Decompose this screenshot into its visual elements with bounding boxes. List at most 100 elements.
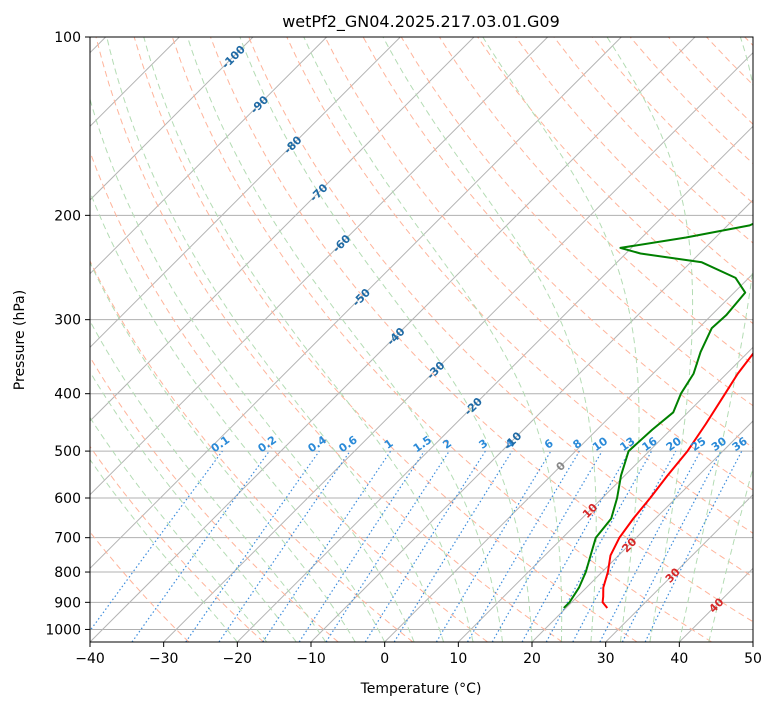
- isotherm-line: [90, 37, 696, 642]
- y-tick-label: 200: [54, 208, 81, 224]
- moist-adiabat: [90, 458, 238, 642]
- isotherm-line: [163, 51, 753, 642]
- mixing-ratio-line: [185, 450, 320, 642]
- moist-adiabat: [90, 320, 327, 642]
- mixing-ratio-line: [262, 450, 392, 642]
- moist-adiabat: [187, 37, 503, 642]
- y-tick-label: 1000: [45, 622, 81, 638]
- y-tick-label: 500: [54, 444, 81, 460]
- mixing-ratio-line: [393, 450, 513, 642]
- dry-adiabat: [515, 37, 753, 284]
- y-tick-label: 300: [54, 313, 81, 329]
- mixing-ratio-label: 6: [542, 437, 556, 452]
- moist-adiabat: [708, 465, 753, 642]
- mixing-ratio-line: [521, 450, 631, 642]
- isotherm-lines: [90, 37, 753, 642]
- x-tick-label: 10: [449, 651, 467, 667]
- dry-adiabat: [706, 37, 753, 86]
- x-axis-label: Temperature (°C): [360, 681, 482, 697]
- y-tick-label: 900: [54, 595, 81, 611]
- x-tick-label: −30: [149, 651, 179, 667]
- isotherm-line: [752, 641, 753, 642]
- moist-adiabat: [606, 37, 694, 642]
- temperature-profile: [601, 352, 753, 609]
- x-tick-label: 30: [597, 651, 615, 667]
- y-axis-ticks: 100 200 300 400 500 600 700 800 900 1000: [45, 30, 90, 638]
- moist-adiabat: [90, 416, 268, 642]
- isotherm-line: [90, 37, 401, 349]
- y-tick-label: 700: [54, 531, 81, 547]
- moist-adiabat: [482, 37, 640, 642]
- moist-adiabat-lines: [90, 37, 753, 642]
- mixing-ratio-line: [131, 450, 270, 642]
- isotherm-line: [384, 272, 753, 642]
- y-tick-label: 800: [54, 565, 81, 581]
- x-tick-label: 0: [380, 651, 389, 667]
- y-tick-label: 100: [54, 30, 81, 46]
- moist-adiabat: [90, 261, 356, 642]
- pressure-gridlines: [90, 37, 753, 630]
- mixing-ratio-label: 0.1: [209, 433, 232, 455]
- dry-adiabat: [286, 37, 753, 534]
- isotherm-line: [90, 37, 254, 201]
- dry-adiabat: [324, 37, 753, 491]
- y-tick-label: 400: [54, 387, 81, 403]
- isotherm-line: [236, 125, 753, 642]
- mixing-ratio-label: 1.5: [411, 433, 434, 455]
- mixing-ratio-line: [298, 450, 425, 642]
- x-tick-label: 20: [523, 651, 541, 667]
- moist-adiabat: [678, 37, 753, 642]
- y-axis-label: Pressure (hPa): [12, 290, 28, 390]
- chart-title: wetPf2_GN04.2025.217.03.01.G09: [282, 12, 560, 32]
- dry-adiabat: [668, 37, 753, 125]
- mixing-ratio-label: 2: [440, 437, 454, 452]
- isotherm-line: [457, 346, 753, 642]
- dry-adiabat: [248, 37, 753, 578]
- mixing-ratio-line: [466, 450, 580, 642]
- dry-adiabat: [553, 37, 753, 244]
- mixing-ratio-line: [325, 450, 450, 642]
- isotherm-line: [90, 37, 328, 275]
- plot-area: 0.1 0.2 0.4 0.6 1 1.5 2 3 4 6 8 10 13 16 20 25 30 36-100-…: [90, 37, 753, 642]
- dry-adiabat: [591, 37, 753, 204]
- isotherm-line: [90, 37, 549, 496]
- mixing-ratio-line: [90, 450, 223, 632]
- x-tick-label: −10: [296, 651, 326, 667]
- x-axis-ticks: −40 −30 −20 −10 0 10 20 30 40 50: [75, 642, 762, 667]
- dry-adiabat: [744, 37, 753, 47]
- dry-adiabat: [90, 356, 339, 642]
- mixing-ratio-line: [572, 450, 677, 642]
- mixing-ratio-line: [644, 450, 743, 642]
- x-tick-label: 50: [744, 651, 762, 667]
- moist-adiabat: [239, 37, 533, 642]
- moist-adiabat: [106, 37, 445, 642]
- mixing-ratio-line: [364, 450, 486, 642]
- x-tick-label: 40: [670, 651, 688, 667]
- dewpoint-profile: [563, 222, 753, 609]
- dry-adiabat: [95, 37, 563, 642]
- x-tick-label: −40: [75, 651, 105, 667]
- plot-frame: [89, 36, 754, 643]
- dry-adiabat: [210, 37, 753, 623]
- dry-adiabat-lines: [90, 37, 753, 642]
- dry-adiabat: [171, 37, 712, 642]
- mixing-ratio-label: 0.4: [306, 433, 330, 455]
- dry-adiabat: [90, 445, 264, 642]
- dry-adiabat: [133, 37, 638, 642]
- moist-adiabat: [90, 97, 415, 642]
- moist-adiabat: [303, 37, 563, 642]
- isotherm-line: [678, 567, 753, 642]
- isotherm-line: [90, 37, 622, 570]
- mixing-ratio-label: 0.6: [336, 433, 360, 455]
- isotherm-line: [531, 420, 753, 642]
- profile-series: [563, 222, 753, 609]
- x-tick-label: −20: [223, 651, 253, 667]
- y-tick-label: 600: [54, 491, 81, 507]
- dry-adiabat: [90, 259, 414, 642]
- moist-adiabat: [90, 190, 386, 642]
- isotherm-line: [605, 493, 753, 642]
- moist-adiabat: [143, 37, 474, 642]
- dry-adiabat: [90, 150, 488, 642]
- dry-adiabat: [90, 531, 190, 642]
